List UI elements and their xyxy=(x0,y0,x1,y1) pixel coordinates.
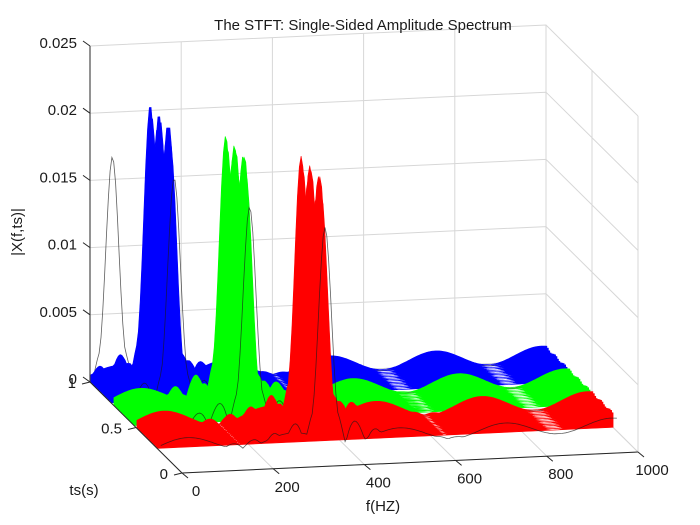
f-tick-label: 0 xyxy=(192,483,200,500)
z-tick-label: 0.02 xyxy=(48,102,77,119)
z-tick-label: 0.025 xyxy=(39,35,77,52)
ts-tick-mark xyxy=(127,427,137,430)
z-tick-mark xyxy=(82,309,91,316)
z-axis-label: |X(f,ts)| xyxy=(9,208,26,256)
series-green xyxy=(113,136,594,426)
z-tick-label: 0.005 xyxy=(39,304,77,321)
grid-line-z xyxy=(89,24,639,117)
series-slice xyxy=(155,176,613,448)
series-slice xyxy=(152,192,610,445)
series-slice xyxy=(153,176,611,446)
ts-tick-mark xyxy=(81,381,91,385)
f-tick-label: 200 xyxy=(275,479,300,496)
f-tick-mark xyxy=(546,455,554,462)
f-tick-mark xyxy=(455,460,462,466)
z-tick-mark xyxy=(82,174,91,181)
z-tick-mark xyxy=(82,40,91,47)
f-tick-mark xyxy=(637,451,645,458)
f-tick-label: 800 xyxy=(548,466,573,483)
ts-tick-label: 0.5 xyxy=(101,421,122,438)
z-tick-label: 0 xyxy=(69,371,77,388)
series-layer xyxy=(90,107,617,449)
z-tick-label: 0.01 xyxy=(48,237,77,254)
ts-tick-label: 0 xyxy=(160,466,168,483)
tick-labels: 0 200 400 600 800 100000.5100.0050.010.0150.0… xyxy=(39,35,668,500)
series-slice xyxy=(151,209,608,444)
z-tick-mark xyxy=(82,376,91,383)
series-slice xyxy=(156,194,614,449)
series-slice xyxy=(133,174,591,426)
series-slice xyxy=(110,145,568,404)
z-tick-mark xyxy=(82,107,91,114)
z-tick-mark xyxy=(82,242,91,249)
series-slice xyxy=(149,209,607,442)
f-tick-mark xyxy=(272,468,280,475)
series-slice xyxy=(136,156,594,429)
ts-tick-label: 1 xyxy=(68,375,76,392)
series-slice xyxy=(145,165,602,438)
series-red xyxy=(136,156,617,449)
axis-lines xyxy=(81,40,645,479)
f-tick-label: 1000 xyxy=(635,462,668,479)
series-slice xyxy=(140,202,598,434)
chart-title: The STFT: Single-Sided Amplitude Spectru… xyxy=(214,17,512,34)
f-tick-label: 600 xyxy=(457,470,482,487)
z-tick-label: 0.015 xyxy=(39,169,77,186)
series-slice xyxy=(146,171,604,439)
y-axis-label: ts(s) xyxy=(69,482,98,499)
f-tick-mark xyxy=(364,464,371,470)
series-slice xyxy=(143,178,601,436)
series-slice xyxy=(139,188,597,432)
series-outline xyxy=(160,227,617,449)
series-slice xyxy=(148,191,605,441)
f-axis-line xyxy=(181,451,639,474)
grid-line-z xyxy=(89,91,639,184)
x-axis-label: f(HZ) xyxy=(366,498,400,515)
f-tick-mark xyxy=(181,472,189,479)
ts-tick-mark xyxy=(173,472,183,476)
f-tick-label: 400 xyxy=(366,475,391,492)
series-slice xyxy=(142,196,600,435)
series-slice xyxy=(138,167,595,431)
